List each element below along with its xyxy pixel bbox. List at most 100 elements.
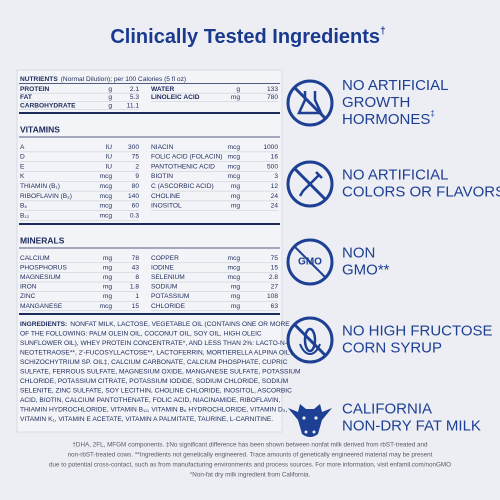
- ingredients-label: INGREDIENTS:: [20, 321, 67, 328]
- nutrient-value: 2.8: [269, 274, 278, 281]
- nutrient-value: 27: [271, 284, 279, 291]
- nutrient-unit: g: [108, 86, 112, 93]
- ingredients-line: ACID, BIOTIN, CALCIUM PANTOTHENATE, FOLI…: [20, 397, 281, 404]
- nutrient-name: LINOLEIC ACID: [151, 94, 200, 101]
- nutrient-unit: IU: [105, 144, 112, 151]
- footnote: due to potential cross-contact, such as …: [49, 462, 451, 469]
- title: Clinically Tested Ingredients†: [110, 26, 385, 49]
- nutrient-unit: mg: [231, 284, 240, 291]
- nutrient-unit: mcg: [228, 264, 241, 271]
- nutrient-unit: mg: [103, 264, 112, 271]
- nutrient-value: 2.1: [130, 86, 139, 93]
- nutrient-unit: mg: [231, 94, 240, 101]
- nutrient-name: INOSITOL: [151, 203, 182, 210]
- nutrient-unit: mg: [103, 274, 112, 281]
- nutrient-unit: mcg: [100, 303, 113, 310]
- ingredients-line: VITAMIN K₁, VITAMIN E ACETATE, VITAMIN A…: [20, 416, 273, 423]
- nutrient-unit: mg: [231, 203, 240, 210]
- icons: [286, 79, 334, 437]
- nutrient-name: PANTOTHENIC ACID: [151, 163, 215, 170]
- nutrient-name: D: [20, 154, 25, 161]
- cow-icon: [288, 404, 332, 437]
- ingredients-line: SUNFLOWER OIL), WHEY PROTEIN CONCENTRATE…: [20, 340, 287, 347]
- nutrient-value: 15: [271, 264, 279, 271]
- ingredients-line: CHLORIDE, POTASSIUM CITRATE, POTASSIUM I…: [20, 378, 288, 385]
- claim-mark: ‡: [430, 109, 434, 118]
- nutrient-name: CHOLINE: [151, 193, 181, 200]
- claim-line: NON-DRY FAT MILK: [342, 417, 481, 434]
- nutrient-value: 0.3: [130, 212, 139, 219]
- dropper-icon: [286, 160, 334, 208]
- nutrient-name: FOLIC ACID (FOLACIN): [151, 154, 222, 161]
- claim-line: NO HIGH FRUCTOSE: [342, 322, 493, 339]
- nutrient-name: RIBOFLAVIN (B₂): [20, 193, 72, 200]
- claim-text: CALIFORNIA: [342, 400, 432, 417]
- nutrient-unit: mcg: [100, 203, 113, 210]
- nutrient-name: CARBOHYDRATE: [20, 102, 76, 109]
- title-mark: †: [380, 26, 386, 37]
- nutrient-value: 1: [135, 293, 139, 300]
- nutrient-name: B₁₂: [20, 212, 30, 219]
- claim-text: HORMONES: [342, 111, 430, 128]
- nutrient-name: PHOSPHORUS: [20, 264, 67, 271]
- nutrient-name: BIOTIN: [151, 173, 173, 180]
- nutrient-unit: mg: [231, 193, 240, 200]
- nutrition-panel: [16, 69, 283, 433]
- ingredients-line: INGREDIENTS: NONFAT MILK, LACTOSE, VEGETA…: [20, 321, 290, 328]
- nutrient-name: PROTEIN: [20, 86, 50, 93]
- nutrient-name: SELENIUM: [151, 274, 185, 281]
- nutrient-unit: mg: [231, 183, 240, 190]
- ingredients-line: THIAMIN HYDROCHLORIDE, VITAMIN B₁₂, VITA…: [20, 406, 287, 413]
- nutrient-unit: mg: [231, 293, 240, 300]
- nutrient-name: CHLORIDE: [151, 303, 186, 310]
- nutrient-unit: mg: [231, 303, 240, 310]
- nutrient-name: C (ASCORBIC ACID): [151, 183, 214, 190]
- nutrient-value: 108: [267, 293, 278, 300]
- nutrient-unit: mg: [103, 293, 112, 300]
- nutrient-value: 24: [271, 203, 279, 210]
- nutrient-value: 500: [267, 163, 278, 170]
- nutrient-value: 140: [128, 193, 139, 200]
- claim-line: NO ARTIFICIAL: [342, 77, 448, 94]
- ingredients-line: SULFATE, FERROUS SULFATE, MAGNESIUM OXID…: [20, 368, 301, 375]
- nutrient-value: 11.1: [127, 102, 140, 109]
- gmo-icon: [286, 238, 334, 286]
- nutrient-unit: mcg: [100, 212, 113, 219]
- nutrient-value: 5.3: [130, 94, 139, 101]
- nutrient-value: 12: [271, 183, 279, 190]
- title-text: Clinically Tested Ingredients: [110, 26, 380, 48]
- nutrient-unit: mcg: [100, 173, 113, 180]
- nutrient-name: CALCIUM: [20, 255, 50, 262]
- nutrient-name: ZINC: [20, 293, 36, 300]
- ingredients-line: NEOTETRAOSE**, 2'-FUCOSYLLACTOSE**, LACT…: [20, 349, 295, 356]
- hormone-icon: [286, 79, 334, 127]
- nutrient-value: 43: [132, 264, 140, 271]
- nutrient-value: 133: [267, 86, 278, 93]
- claim-text: NO ARTIFICIAL: [342, 77, 448, 94]
- nutrient-unit: mcg: [228, 255, 241, 262]
- nutrient-value: 1.8: [130, 284, 139, 291]
- corn-icon: [286, 316, 334, 364]
- footnote: non-rbST-treated cows. **Ingredients not…: [68, 452, 433, 459]
- claim-text: NO HIGH FRUCTOSE: [342, 322, 493, 339]
- nutrient-unit: IU: [105, 154, 112, 161]
- ingredients-line: OF THE FOLLOWING: PALM OLEIN OIL, COCONU…: [20, 330, 262, 337]
- nutrient-unit: g: [108, 94, 112, 101]
- claim-text: NON: [342, 244, 375, 261]
- claim-line: GROWTH: [342, 94, 410, 111]
- ingredients-text: NONFAT MILK, LACTOSE, VEGETABLE OIL (CON…: [70, 321, 290, 328]
- nutrient-name: A: [20, 144, 25, 151]
- nutrient-name: SODIUM: [151, 284, 177, 291]
- ingredients-line: SELENITE, ZINC SULFATE, SOY LECITHIN, CH…: [20, 387, 292, 394]
- claim-text: CORN SYRUP: [342, 339, 442, 356]
- footnote: †DHA, 2FL, MFGM components. ‡No signific…: [72, 442, 428, 449]
- nutrient-name: MANGANESE: [20, 303, 63, 310]
- nutrient-name: K: [20, 173, 25, 180]
- nutrient-value: 75: [132, 154, 140, 161]
- nutrient-unit: mcg: [228, 154, 241, 161]
- nutrient-name: FAT: [20, 94, 32, 101]
- section-heading: MINERALS: [20, 235, 65, 245]
- nutrient-unit: mcg: [228, 274, 241, 281]
- nutrient-value: 9: [135, 173, 139, 180]
